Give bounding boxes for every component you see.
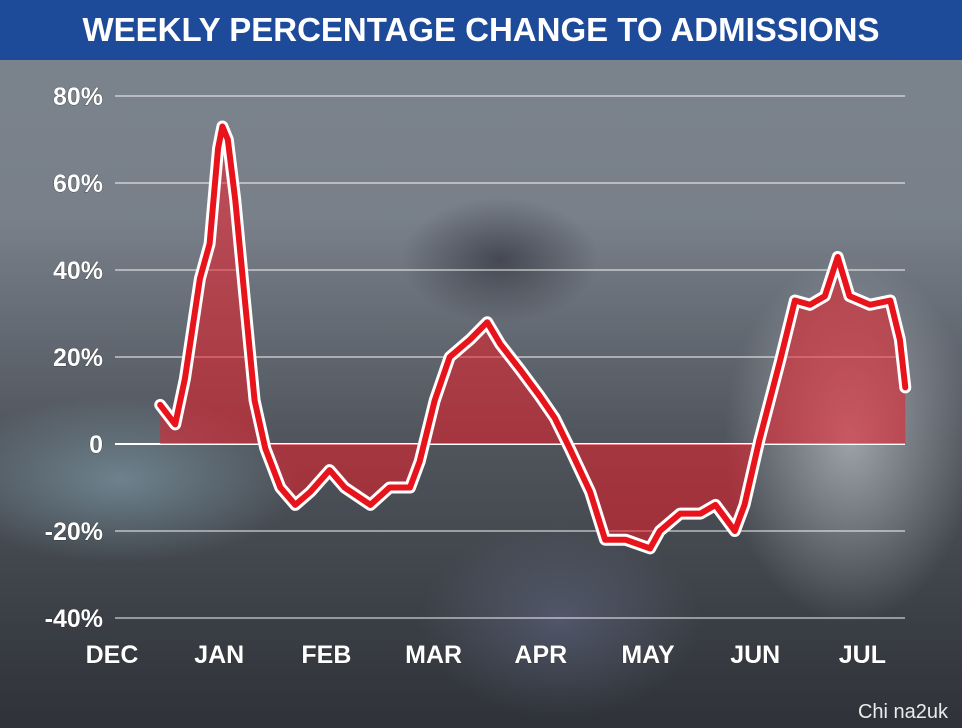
x-tick-label: MAY <box>621 641 675 669</box>
area-fill <box>160 126 906 549</box>
y-tick-label: -20% <box>45 518 103 546</box>
x-tick-label: DEC <box>86 641 139 669</box>
y-tick-label: 60% <box>53 170 103 198</box>
x-tick-label: JUL <box>839 641 886 669</box>
title-bar: WEEKLY PERCENTAGE CHANGE TO ADMISSIONS <box>0 0 962 60</box>
x-tick-label: APR <box>514 641 567 669</box>
y-tick-label: 80% <box>53 83 103 111</box>
chart-title: WEEKLY PERCENTAGE CHANGE TO ADMISSIONS <box>82 11 880 48</box>
y-tick-label: 20% <box>53 344 103 372</box>
x-tick-label: JUN <box>730 641 780 669</box>
x-tick-label: JAN <box>194 641 244 669</box>
y-tick-label: 0 <box>89 431 103 459</box>
x-tick-label: MAR <box>405 641 462 669</box>
y-tick-label: -40% <box>45 605 103 633</box>
y-tick-label: 40% <box>53 257 103 285</box>
x-tick-label: FEB <box>301 641 351 669</box>
watermark: Chi na2uk <box>857 701 948 723</box>
